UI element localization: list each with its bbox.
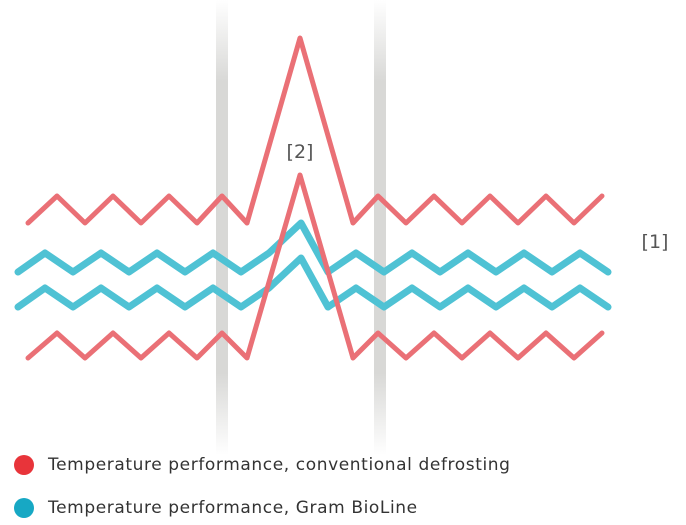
bioline-line-upper [14, 219, 612, 276]
legend-label-conventional: Temperature performance, conventional de… [48, 455, 511, 475]
legend-item-bioline: Temperature performance, Gram BioLine [14, 498, 418, 518]
legend-item-conventional: Temperature performance, conventional de… [14, 455, 511, 475]
conventional-line-upper [25, 35, 605, 226]
band-callout: [1] [642, 231, 669, 253]
legend-label-bioline: Temperature performance, Gram BioLine [48, 498, 418, 518]
peak-callout: [2] [287, 141, 314, 163]
conventional-line-lower [25, 172, 605, 361]
defrost-marker-right [374, 0, 386, 455]
red-dot-icon [14, 455, 34, 475]
defrost-marker-left [216, 0, 228, 455]
blue-dot-icon [14, 498, 34, 518]
bioline-line-lower [14, 254, 612, 311]
